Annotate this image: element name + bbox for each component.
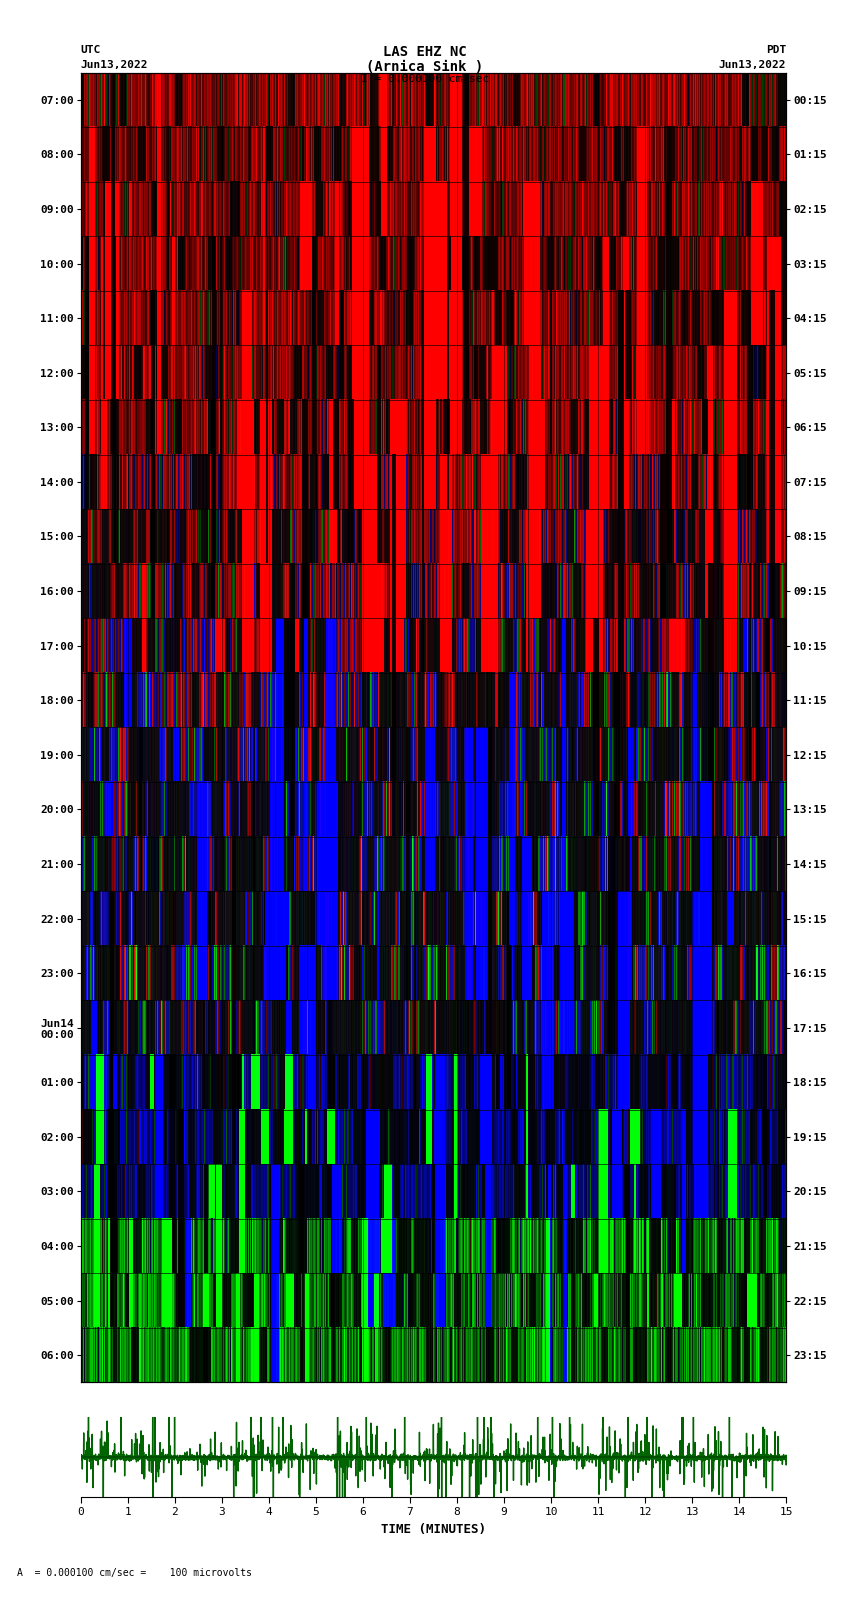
Text: PDT: PDT bbox=[766, 45, 786, 55]
Text: (Arnica Sink ): (Arnica Sink ) bbox=[366, 60, 484, 74]
Text: Jun13,2022: Jun13,2022 bbox=[81, 60, 148, 69]
Text: UTC: UTC bbox=[81, 45, 101, 55]
Text: LAS EHZ NC: LAS EHZ NC bbox=[383, 45, 467, 60]
X-axis label: TIME (MINUTES): TIME (MINUTES) bbox=[381, 1523, 486, 1536]
Text: Jun13,2022: Jun13,2022 bbox=[719, 60, 786, 69]
Text: A  = 0.000100 cm/sec =    100 microvolts: A = 0.000100 cm/sec = 100 microvolts bbox=[17, 1568, 252, 1578]
Text: I = 0.000100 cm/sec: I = 0.000100 cm/sec bbox=[361, 74, 489, 84]
